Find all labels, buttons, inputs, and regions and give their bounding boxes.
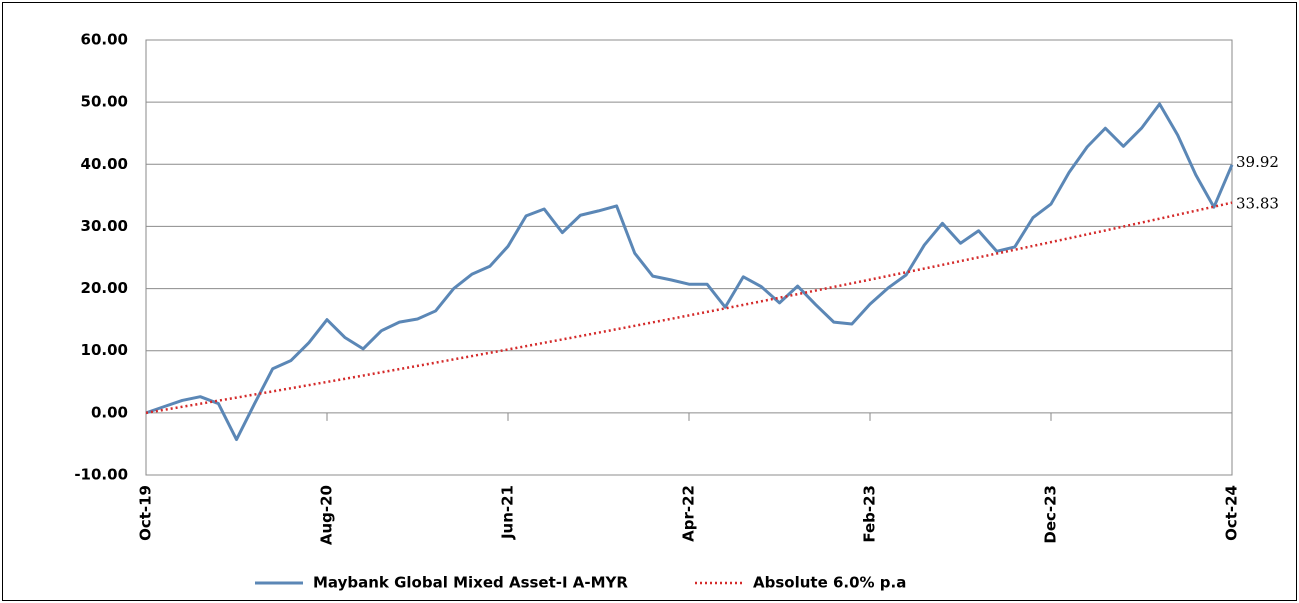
x-tick-label: Oct-24 [1223,485,1241,541]
y-tick-label: 10.00 [81,341,128,359]
x-tick-label: Dec-23 [1042,485,1060,544]
x-tick-label: Oct-19 [137,485,155,541]
plot-area [145,39,1233,476]
x-tick-label: Feb-23 [861,485,879,543]
series-line [145,201,1233,415]
x-tick-label: Jun-21 [499,485,517,540]
y-tick-label: 20.00 [81,279,128,297]
legend-label: Absolute 6.0% p.a [753,574,906,592]
y-tick-label: 40.00 [81,155,128,173]
end-label: 39.92 [1236,153,1279,171]
x-tick-label: Aug-20 [318,485,336,545]
y-tick-label: 60.00 [81,31,128,49]
legend-label: Maybank Global Mixed Asset-I A-MYR [313,574,628,592]
y-tick-label: 0.00 [91,403,128,421]
x-tick-label: Apr-22 [680,485,698,542]
series-line [145,102,1234,442]
y-tick-label: -10.00 [74,466,128,484]
end-label: 33.83 [1236,195,1279,213]
y-tick-label: 30.00 [81,217,128,235]
y-tick-label: 50.00 [81,93,128,111]
